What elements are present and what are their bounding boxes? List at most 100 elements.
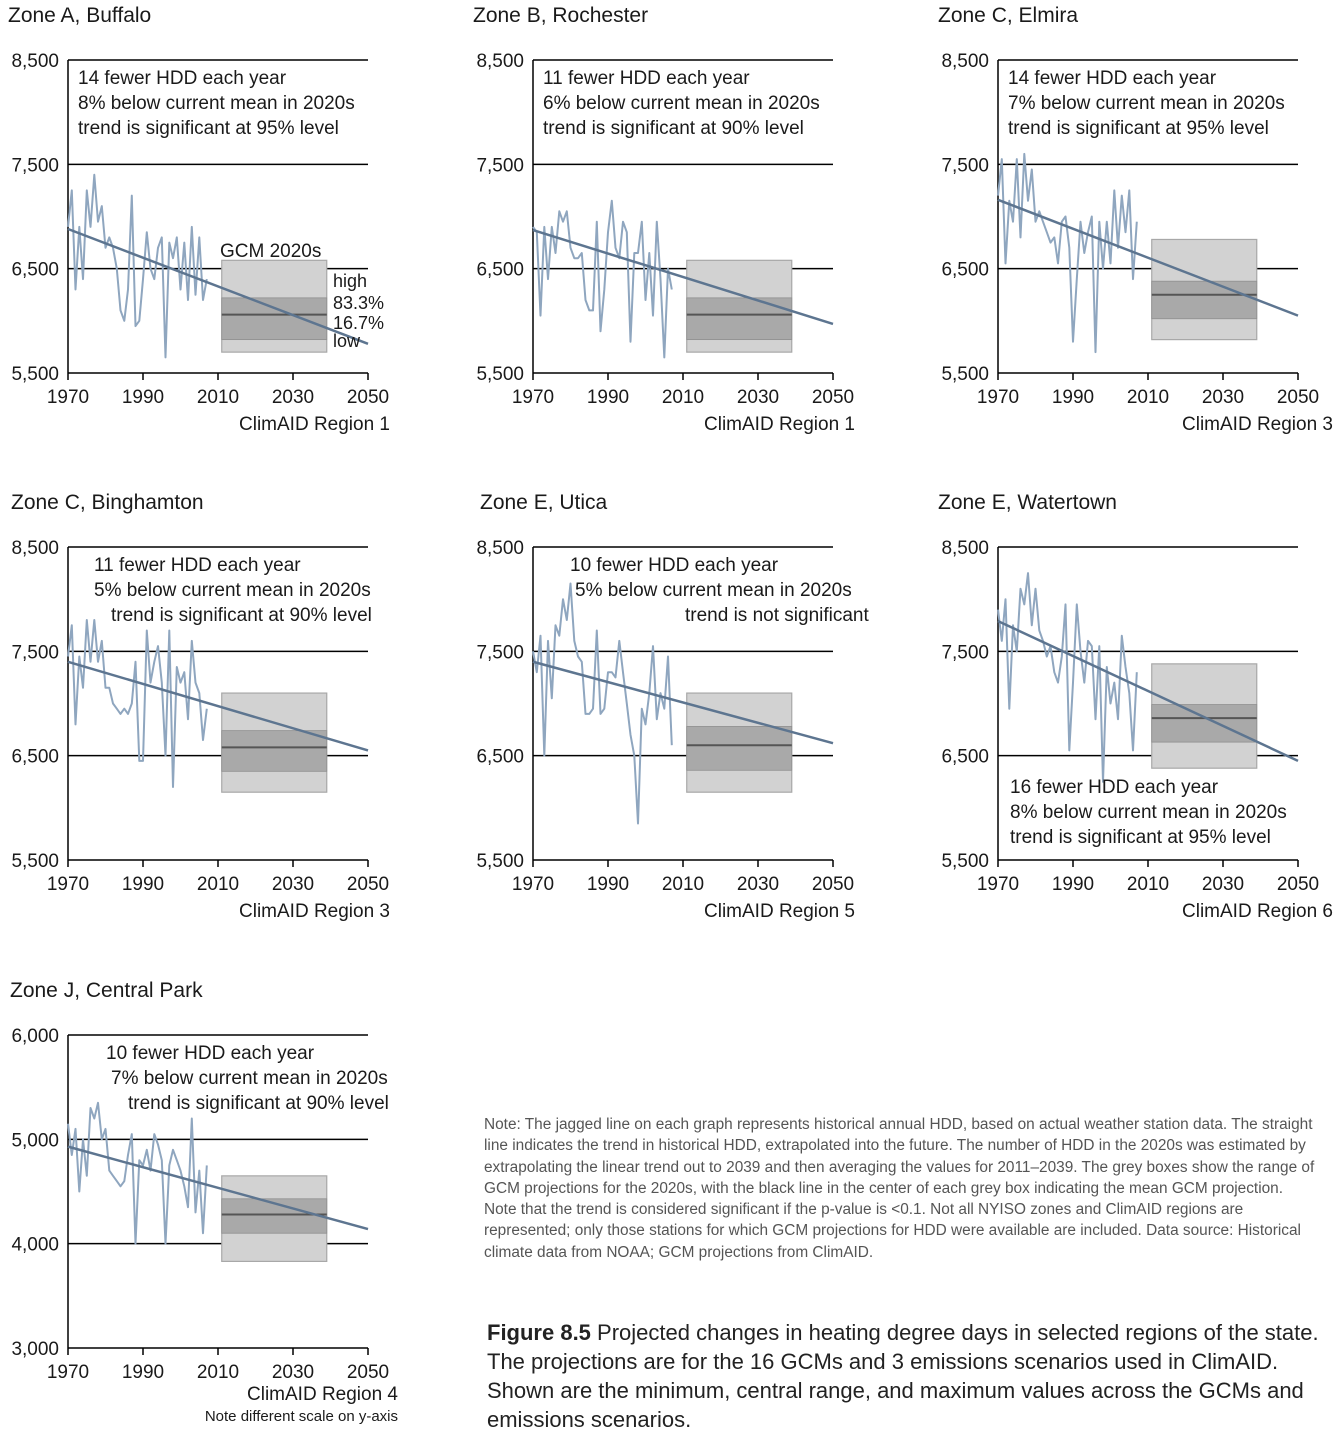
annotation-line: 10 fewer HDD each year [570,555,779,576]
x-tick-label: 2010 [197,387,239,408]
scale-note: Note different scale on y-axis [204,1408,398,1425]
chart-panel-rochester: Zone B, Rochester 5,500 6,500 7,500 8,500 19… [473,0,893,440]
x-tick-label: 2030 [272,874,314,895]
gcm-central-range-box [1151,280,1258,320]
annotation-line: 5% below current mean in 2020s [575,580,852,601]
y-tick-label: 8,500 [11,51,59,72]
region-label: ClimAID Region 3 [1182,414,1333,435]
x-tick-label: 2050 [1277,874,1319,895]
annotation-line: 8% below current mean in 2020s [1010,802,1287,823]
trend-line [532,660,834,745]
chart-panel-binghamton: Zone C, Binghamton 5,500 6,500 7,500 8,500 1… [8,487,428,927]
annotation-line: 10 fewer HDD each year [106,1043,315,1064]
gcm-central-range-box [221,730,328,772]
chart-title: Zone A, Buffalo [8,4,152,27]
x-tick-label: 1990 [122,387,164,408]
y-tick-label: 7,500 [11,155,59,176]
trend-annotation: 14 fewer HDD each year 8% below current … [78,66,355,141]
trend-annotation: 10 fewer HDD each year 7% below current … [106,1041,389,1116]
x-tick-label: 2030 [1202,387,1244,408]
y-tick-label: 7,500 [941,155,989,176]
y-tick-label: 8,500 [476,51,524,72]
y-tick-label: 5,000 [11,1130,59,1151]
y-tick-label: 6,500 [476,747,524,768]
x-tick-label: 2050 [347,387,389,408]
plot-area: 5,500 6,500 7,500 8,500 1970 1990 2010 2030 2050 [941,51,1319,408]
annotation-line: trend is significant at 90% level [128,1093,389,1114]
annotation-line: trend is not significant [685,605,869,626]
gcm-central-range-box [221,297,328,341]
annotation-line: 7% below current mean in 2020s [111,1068,388,1089]
x-tick-label: 2050 [347,1362,389,1383]
gcm-legend: high 83.3% 16.7% low [333,270,384,350]
chart-panel-central-park: Zone J, Central Park 3,000 4,000 5,000 6,00… [8,975,428,1425]
y-tick-label: 7,500 [476,642,524,663]
trend-line [997,198,1299,317]
historical-hdd-line [997,572,1138,783]
trend-annotation: 11 fewer HDD each year 5% below current … [94,553,372,628]
x-tick-label: 2030 [272,1362,314,1383]
x-tick-label: 1990 [1052,387,1094,408]
historical-hdd-line [532,582,673,825]
y-tick-label: 6,000 [11,1026,59,1047]
y-tick-label: 5,500 [941,851,989,872]
historical-hdd-line [997,152,1138,354]
x-tick-label: 1970 [977,874,1019,895]
historical-hdd-line [67,1101,208,1245]
trend-line [67,1145,369,1231]
x-tick-label: 1990 [122,874,164,895]
trend-annotation: 10 fewer HDD each year 5% below current … [570,553,869,628]
y-tick-label: 6,500 [941,747,989,768]
x-tick-label: 1970 [47,387,89,408]
x-tick-label: 2010 [662,874,704,895]
annotation-line: 5% below current mean in 2020s [94,580,371,601]
x-tick-label: 2030 [737,387,779,408]
y-tick-label: 4,000 [11,1235,59,1256]
x-tick-label: 1970 [47,1362,89,1383]
x-tick-label: 1970 [512,387,554,408]
region-label: ClimAID Region 1 [704,414,855,435]
annotation-line: 11 fewer HDD each year [94,555,301,576]
y-tick-label: 8,500 [11,538,59,559]
x-tick-label: 1990 [587,387,629,408]
x-tick-label: 1970 [512,874,554,895]
plot-area: 5,500 6,500 7,500 8,500 1970 1990 2010 2030 2050 [476,51,854,408]
figure-caption-text: Projected changes in heating degree days… [487,1320,1319,1432]
y-tick-label: 6,500 [941,260,989,281]
chart-title: Zone E, Utica [480,491,608,514]
historical-hdd-line [532,199,673,359]
plot-area: 5,500 6,500 7,500 8,500 1970 1990 2010 2030 2050 [941,538,1319,895]
x-tick-label: 1970 [977,387,1019,408]
gcm-legend-title: GCM 2020s [220,241,322,262]
y-tick-label: 3,000 [11,1339,59,1360]
y-tick-label: 8,500 [941,51,989,72]
annotation-line: 11 fewer HDD each year [543,68,750,89]
trend-annotation: 16 fewer HDD each year 8% below current … [1010,775,1287,850]
gcm-central-range-box [686,297,793,341]
annotation-line: 14 fewer HDD each year [1008,68,1217,89]
trend-line [67,227,369,345]
y-tick-label: 5,500 [476,364,524,385]
plot-area: 5,500 6,500 7,500 8,500 1970 1990 2010 2030 2050 [476,538,854,895]
gcm-central-range-box [1151,704,1258,743]
x-tick-label: 2030 [737,874,779,895]
x-tick-label: 2050 [347,874,389,895]
plot-area: 5,500 6,500 7,500 8,500 1970 1990 2010 2030 2050 [11,51,389,408]
trend-annotation: 11 fewer HDD each year 6% below current … [543,66,820,141]
legend-high: high [333,271,368,291]
annotation-line: trend is significant at 95% level [1008,118,1269,139]
figure-label: Figure 8.5 [487,1320,591,1345]
trend-line [997,619,1299,763]
x-tick-label: 2050 [1277,387,1319,408]
y-tick-label: 7,500 [941,642,989,663]
annotation-line: 8% below current mean in 2020s [78,93,355,114]
x-tick-label: 1990 [587,874,629,895]
x-tick-label: 2010 [1127,387,1169,408]
region-label: ClimAID Region 4 [247,1384,398,1405]
chart-title: Zone C, Binghamton [11,491,204,514]
x-tick-label: 1970 [47,874,89,895]
chart-title: Zone B, Rochester [473,4,649,27]
x-tick-label: 2010 [197,1362,239,1383]
region-label: ClimAID Region 5 [704,901,855,922]
y-tick-label: 5,500 [11,851,59,872]
